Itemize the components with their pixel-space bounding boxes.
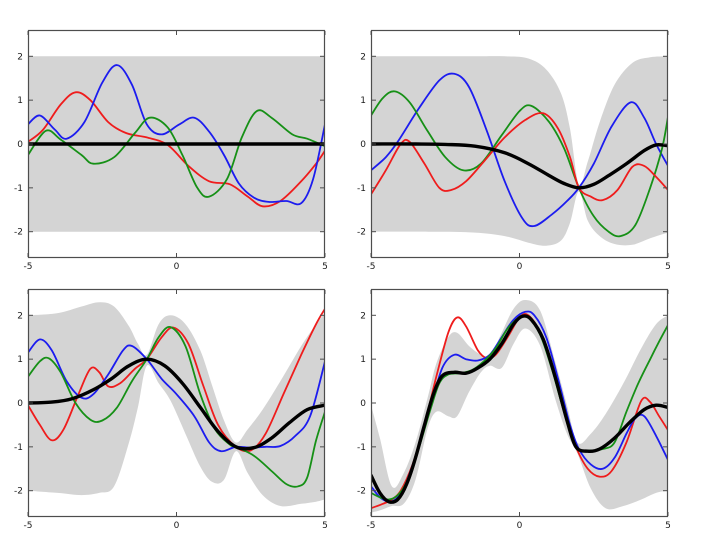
sample-line-blue — [28, 338, 325, 453]
y-tick-label: 0 — [360, 399, 366, 409]
panel-bottom-left: -5 0 5 2 1 0 -1 -2 — [14, 288, 328, 531]
y-tick-label: 0 — [17, 399, 23, 409]
sample-line-red — [28, 91, 325, 208]
sample-line-green — [28, 109, 325, 198]
y-tick-label: -2 — [14, 228, 23, 238]
x-tick-label: 0 — [517, 521, 523, 531]
plot-area-top-left — [28, 56, 325, 232]
y-tick-label: 0 — [17, 140, 23, 150]
y-tick-label: -1 — [357, 443, 366, 453]
sample-line-red — [371, 112, 668, 202]
x-tick-label: -5 — [24, 262, 33, 272]
panel-top-left: -5 0 5 2 1 0 -1 -2 — [14, 29, 328, 272]
sample-line-green — [28, 326, 325, 488]
axes-frame — [370, 29, 669, 259]
panel-bottom-right: -5 0 5 2 1 0 -1 -2 — [357, 288, 671, 531]
mean-line — [371, 314, 668, 504]
y-tick-label: 2 — [360, 52, 366, 62]
axes-frame — [27, 288, 326, 518]
panel-top-right: -5 0 5 2 1 0 -1 -2 — [357, 29, 671, 272]
mean-line — [371, 142, 668, 190]
x-tick-label: 5 — [322, 262, 328, 272]
axes-frame — [27, 29, 326, 259]
sample-line-blue — [28, 64, 325, 206]
y-tick-label: -2 — [357, 487, 366, 497]
y-tick-label: 1 — [17, 355, 23, 365]
sample-line-blue — [371, 72, 668, 228]
y-tick-label: -2 — [14, 487, 23, 497]
plot-area-bottom-right — [371, 299, 668, 513]
plot-area-top-right — [371, 56, 668, 246]
mean-line — [28, 357, 325, 451]
y-tick-label: 1 — [360, 96, 366, 106]
x-tick-label: 0 — [517, 262, 523, 272]
x-tick-label: 0 — [174, 521, 180, 531]
plot-area-bottom-left — [28, 302, 325, 507]
y-tick-label: 1 — [17, 96, 23, 106]
y-tick-label: -1 — [14, 184, 23, 194]
axes-frame — [370, 288, 669, 518]
x-tick-label: -5 — [367, 262, 376, 272]
x-tick-label: 5 — [665, 262, 671, 272]
confidence-band — [28, 302, 325, 507]
x-tick-label: 5 — [322, 521, 328, 531]
sample-line-red — [28, 307, 325, 453]
y-tick-label: 2 — [17, 311, 23, 321]
x-tick-label: 5 — [665, 521, 671, 531]
x-tick-label: -5 — [24, 521, 33, 531]
y-tick-label: -1 — [357, 184, 366, 194]
y-tick-label: 2 — [360, 311, 366, 321]
y-tick-label: -2 — [357, 228, 366, 238]
y-tick-label: 2 — [17, 52, 23, 62]
confidence-band — [371, 299, 668, 513]
y-tick-label: -1 — [14, 443, 23, 453]
y-tick-label: 0 — [360, 140, 366, 150]
x-tick-label: -5 — [367, 521, 376, 531]
sample-line-green — [371, 90, 668, 238]
y-tick-label: 1 — [360, 355, 366, 365]
x-tick-label: 0 — [174, 262, 180, 272]
